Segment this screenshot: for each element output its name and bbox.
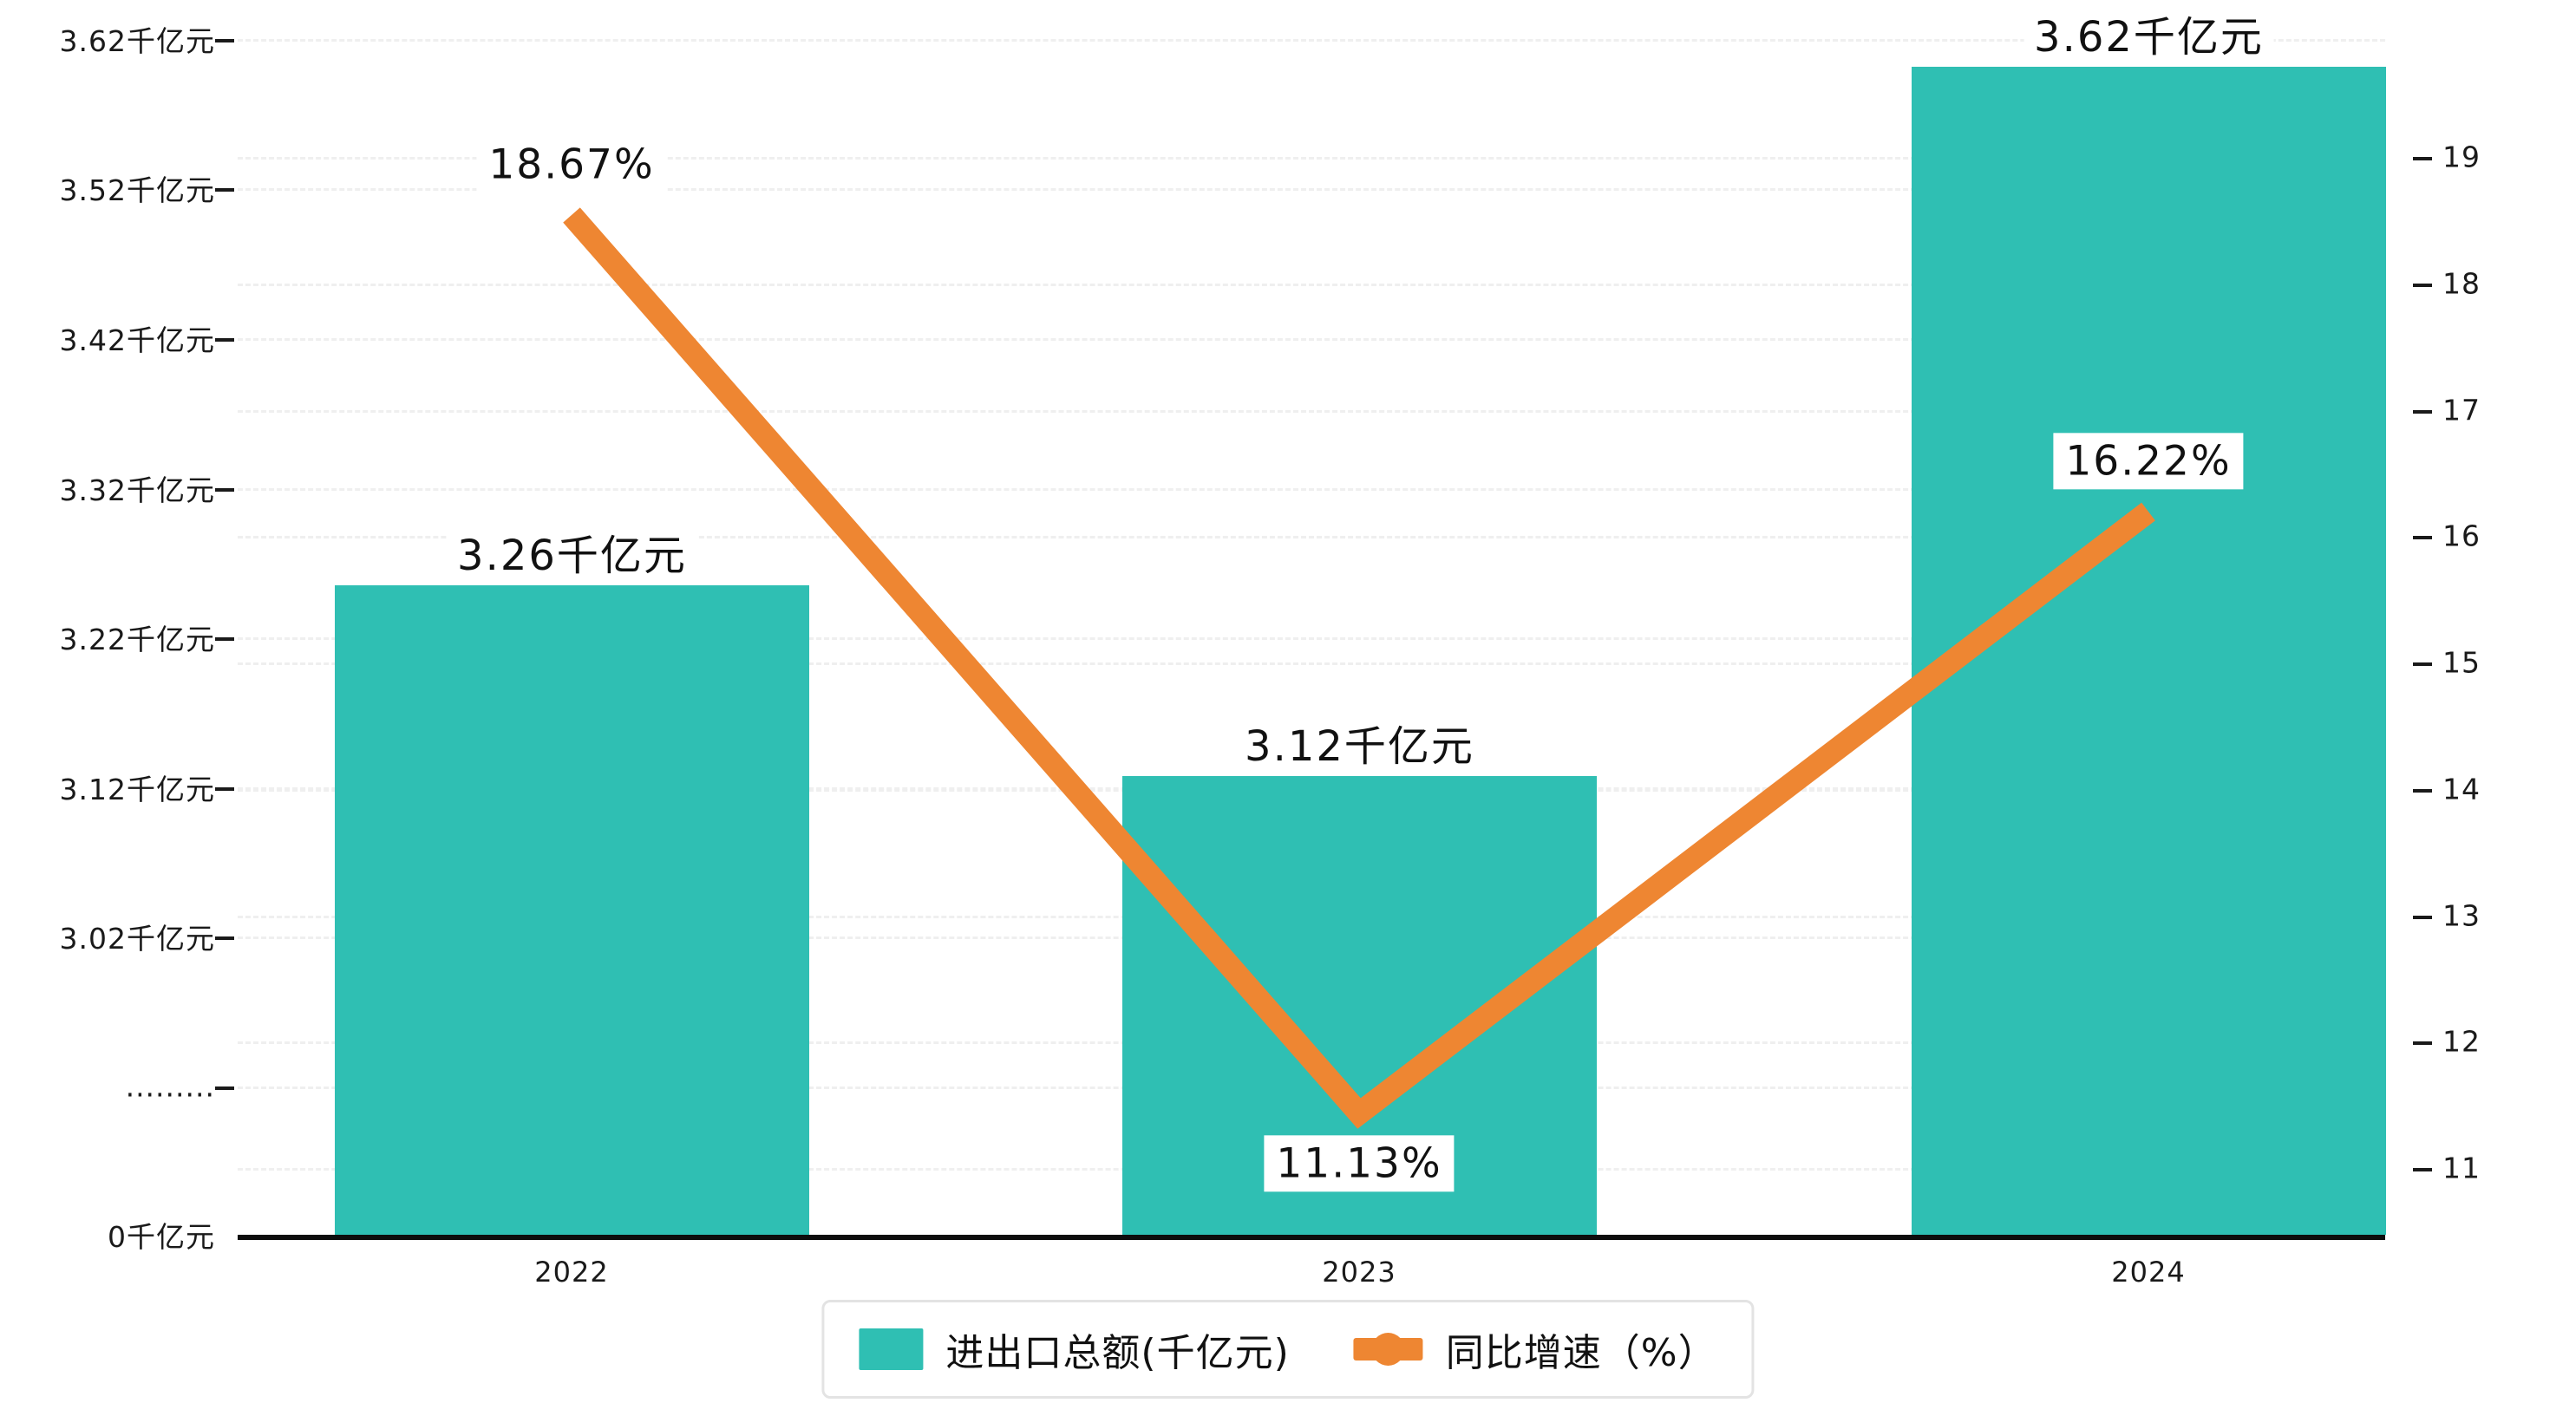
left-axis-tick-label: 3.22千亿元 bbox=[59, 623, 215, 656]
legend-label-line: 同比增速（%） bbox=[1445, 1331, 1717, 1375]
category-label-2024: 2024 bbox=[2111, 1256, 2186, 1289]
right-axis-tick-label: 19 bbox=[2442, 140, 2481, 174]
right-axis-tick-mark bbox=[2413, 916, 2432, 919]
right-axis-tick-label: 14 bbox=[2442, 772, 2481, 806]
right-axis-tick-label: 17 bbox=[2442, 393, 2481, 427]
left-axis-tick-mark bbox=[215, 787, 234, 791]
bar-value-label-2022: 3.26千亿元 bbox=[447, 528, 697, 584]
category-label-2022: 2022 bbox=[534, 1256, 609, 1289]
gridline bbox=[238, 157, 2385, 160]
legend-label-bar: 进出口总额(千亿元) bbox=[945, 1331, 1290, 1375]
left-axis-tick-mark bbox=[215, 637, 234, 641]
right-axis-tick-label: 15 bbox=[2442, 645, 2481, 680]
left-axis-tick-label: 3.12千亿元 bbox=[59, 773, 215, 806]
right-axis-tick-mark bbox=[2413, 789, 2432, 793]
bar-value-label-2023: 3.12千亿元 bbox=[1234, 719, 1485, 774]
bar-2024[interactable] bbox=[1912, 67, 2386, 1235]
category-label-2023: 2023 bbox=[1322, 1256, 1396, 1289]
category-axis-line bbox=[238, 1235, 2385, 1240]
left-axis-tick-mark bbox=[215, 488, 234, 492]
left-axis-tick-mark bbox=[215, 188, 234, 192]
left-axis-tick-label: ......... bbox=[125, 1069, 215, 1104]
right-axis-tick-mark bbox=[2413, 536, 2432, 539]
left-axis-tick-mark bbox=[215, 39, 234, 42]
left-axis-tick-label: 3.02千亿元 bbox=[59, 922, 215, 956]
line-value-label-2022: 18.67% bbox=[476, 136, 667, 193]
left-axis-tick-mark bbox=[215, 936, 234, 940]
gridline bbox=[238, 39, 2385, 42]
legend-item-line[interactable]: 同比增速（%） bbox=[1353, 1321, 1717, 1377]
right-axis-tick-mark bbox=[2413, 284, 2432, 287]
bar-value-label-2024: 3.62千亿元 bbox=[2024, 10, 2274, 65]
right-axis-tick-mark bbox=[2413, 662, 2432, 666]
bar-2022[interactable] bbox=[335, 585, 809, 1235]
chart-legend[interactable]: 进出口总额(千亿元) 同比增速（%） bbox=[821, 1300, 1755, 1399]
right-axis-tick-mark bbox=[2413, 410, 2432, 414]
left-axis-tick-label: 3.52千亿元 bbox=[59, 173, 215, 207]
line-value-label-2023: 11.13% bbox=[1264, 1135, 1455, 1192]
right-axis-tick-label: 16 bbox=[2442, 519, 2481, 553]
legend-item-bar[interactable]: 进出口总额(千亿元) bbox=[859, 1321, 1289, 1377]
left-axis-tick-label: 3.42千亿元 bbox=[59, 323, 215, 357]
left-axis-tick-label: 3.62千亿元 bbox=[59, 24, 215, 58]
right-axis-tick-mark bbox=[2413, 1041, 2432, 1045]
right-axis-tick-mark bbox=[2413, 157, 2432, 160]
right-axis-tick-label: 12 bbox=[2442, 1024, 2481, 1059]
legend-line-swatch-icon bbox=[1353, 1338, 1423, 1361]
gridline bbox=[238, 188, 2385, 191]
right-axis-tick-mark bbox=[2413, 1168, 2432, 1171]
left-axis-tick-label: 3.32千亿元 bbox=[59, 473, 215, 507]
right-axis-tick-label: 11 bbox=[2442, 1151, 2481, 1185]
line-value-label-2024: 16.22% bbox=[2053, 433, 2244, 490]
left-axis-tick-label: 0千亿元 bbox=[108, 1220, 215, 1254]
right-axis-tick-label: 13 bbox=[2442, 898, 2481, 933]
left-axis-tick-mark bbox=[215, 338, 234, 342]
legend-bar-swatch-icon bbox=[859, 1328, 924, 1370]
left-axis-tick-mark bbox=[215, 1086, 234, 1090]
right-axis-tick-label: 18 bbox=[2442, 266, 2481, 301]
